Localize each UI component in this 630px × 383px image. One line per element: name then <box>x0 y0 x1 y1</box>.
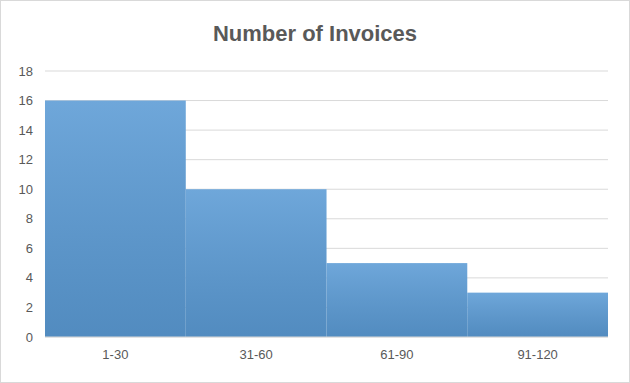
y-tick-label: 18 <box>19 64 33 79</box>
bar-shade <box>327 263 468 337</box>
chart-svg: Number of Invoices 0 2 4 6 8 10 12 14 16 18 1-30 31-… <box>0 0 630 383</box>
bar <box>186 189 327 337</box>
chart-border <box>1 1 630 383</box>
x-tick-label: 61-90 <box>380 347 413 362</box>
y-tick-label: 4 <box>26 270 33 285</box>
bar-shade <box>45 101 186 337</box>
bar <box>327 263 468 337</box>
grid-line <box>45 337 608 338</box>
bar-shade <box>467 293 608 337</box>
x-axis-line <box>45 337 608 338</box>
bar <box>467 293 608 337</box>
x-tick-label: 91-120 <box>517 347 557 362</box>
y-tick-label: 2 <box>26 300 33 315</box>
bar <box>45 101 186 337</box>
x-tick-label: 1-30 <box>102 347 128 362</box>
y-tick-label: 8 <box>26 211 33 226</box>
y-tick-label: 10 <box>19 182 33 197</box>
bars <box>45 101 608 337</box>
grid-line <box>45 71 608 72</box>
y-tick-label: 6 <box>26 241 33 256</box>
x-tick-label: 31-60 <box>240 347 273 362</box>
y-tick-label: 0 <box>26 330 33 345</box>
chart-title: Number of Invoices <box>213 21 417 46</box>
y-tick-label: 12 <box>19 152 33 167</box>
y-tick-label: 16 <box>19 93 33 108</box>
bar-shade <box>186 189 327 337</box>
y-tick-label: 14 <box>19 123 33 138</box>
chart-container: Number of Invoices 0 2 4 6 8 10 12 14 16 18 1-30 31-… <box>0 0 630 383</box>
